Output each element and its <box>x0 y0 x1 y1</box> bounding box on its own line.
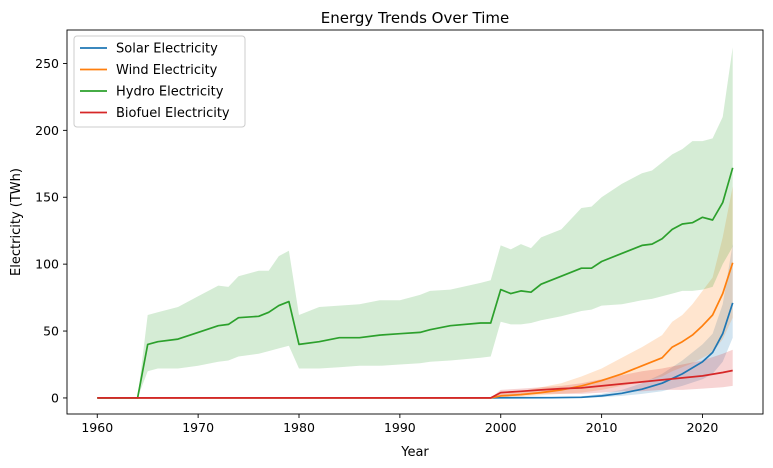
x-tick-label-2: 1980 <box>283 420 315 435</box>
x-axis-title: Year <box>400 445 429 460</box>
y-axis-title: Electricity (TWh) <box>9 168 24 276</box>
x-tick-label-1: 1970 <box>182 420 214 435</box>
series-line-3 <box>97 369 733 399</box>
y-tick-label-1: 50 <box>43 324 59 339</box>
series-line-2 <box>97 167 734 399</box>
band-2 <box>97 47 733 398</box>
y-tick-label-0: 0 <box>51 390 59 405</box>
legend-box <box>73 35 246 128</box>
y-tick-label-3: 150 <box>35 190 59 205</box>
x-tick-label-3: 1990 <box>384 420 416 435</box>
y-tick-label-5: 250 <box>35 56 59 71</box>
series-line-1 <box>97 262 734 399</box>
x-tick-label-6: 2020 <box>687 420 719 435</box>
y-tick-label-4: 200 <box>35 123 59 138</box>
legend-label-1: Wind Electricity <box>116 63 218 78</box>
legend-label-0: Solar Electricity <box>116 42 218 57</box>
series-lines <box>97 167 734 399</box>
legend: Solar Electricity Wind Electricity Hydro E… <box>73 35 246 128</box>
legend-label-2: Hydro Electricity <box>116 85 224 100</box>
x-tick-label-5: 2010 <box>586 420 618 435</box>
confidence-bands <box>97 47 733 398</box>
x-tick-label-4: 2000 <box>485 420 517 435</box>
y-axis-ticks: 0 50 100 150 200 250 <box>35 56 67 405</box>
legend-label-3: Biofuel Electricity <box>116 106 230 121</box>
x-axis-ticks: 1960 1970 1980 1990 2000 2010 2020 <box>81 414 718 435</box>
series-line-0 <box>97 302 734 399</box>
chart-title: Energy Trends Over Time <box>321 9 509 27</box>
y-tick-label-2: 100 <box>35 257 59 272</box>
band-0 <box>97 244 733 398</box>
band-3 <box>97 349 733 398</box>
plot-area-frame <box>66 29 764 415</box>
x-tick-label-0: 1960 <box>81 420 113 435</box>
